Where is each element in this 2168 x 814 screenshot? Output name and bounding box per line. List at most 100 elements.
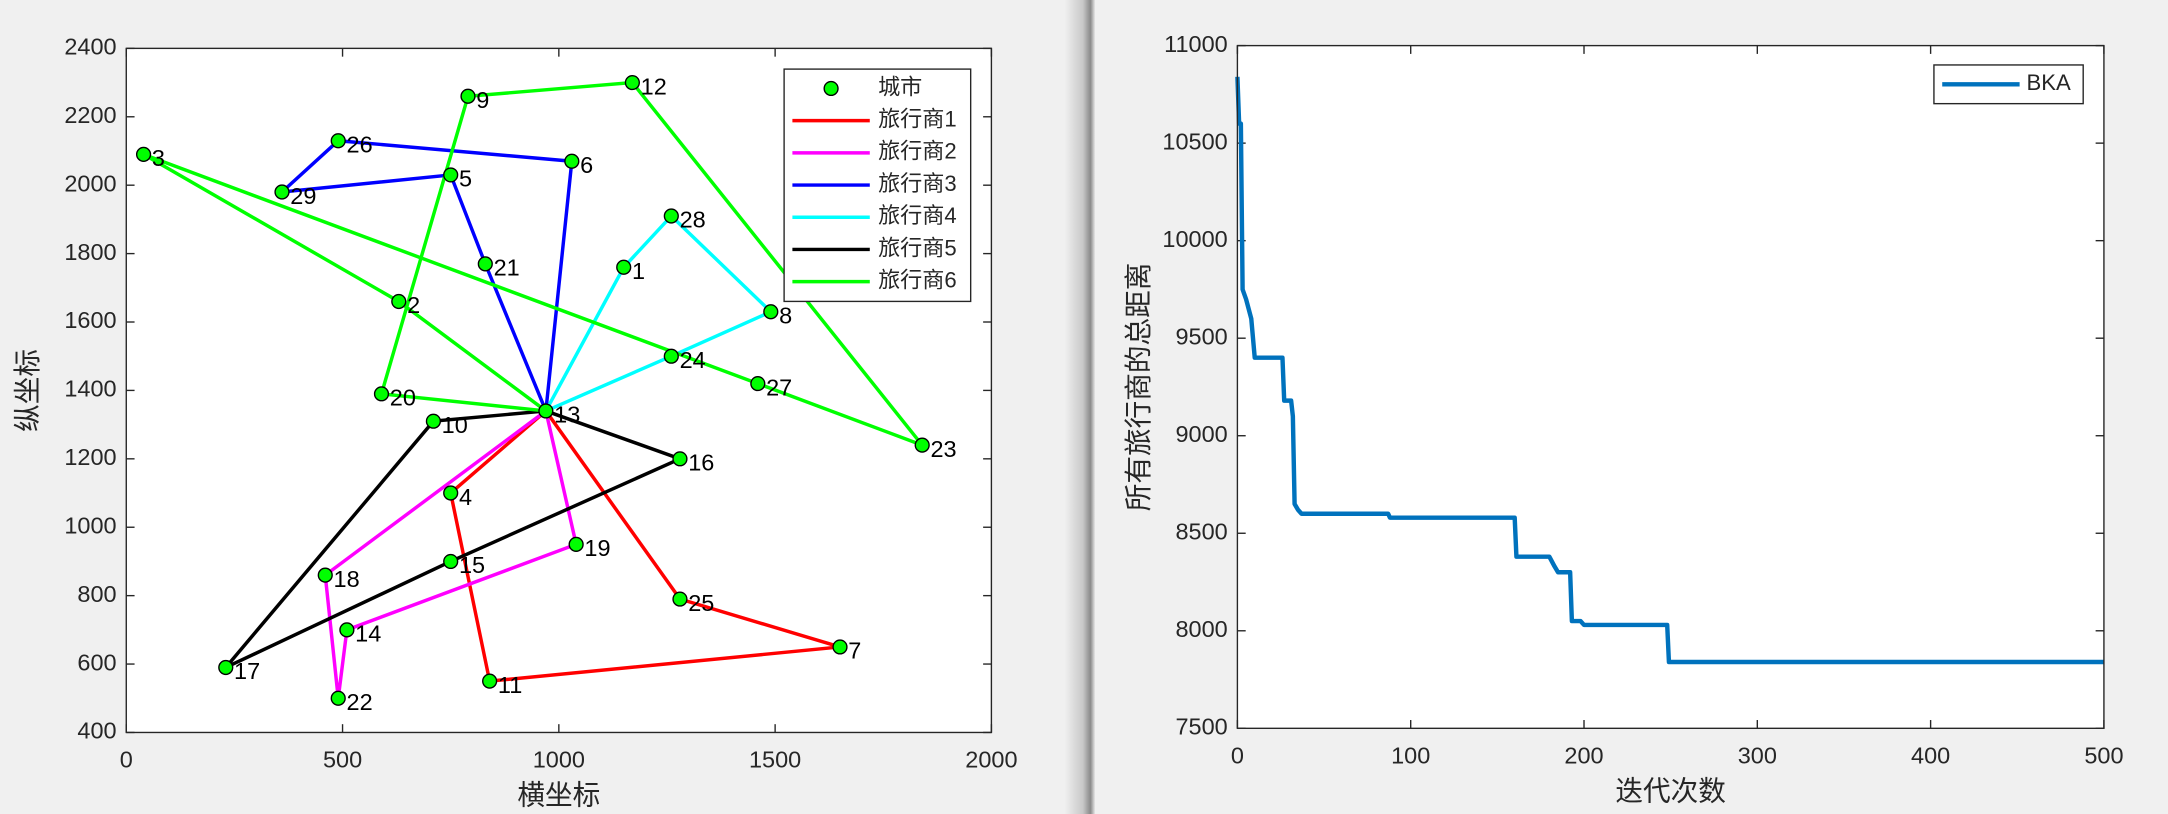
city-label: 17 xyxy=(234,658,260,684)
legend-label: 旅行商5 xyxy=(878,235,957,260)
city-label: 23 xyxy=(930,436,956,462)
city-label: 7 xyxy=(848,638,861,664)
y-tick-label: 1800 xyxy=(64,239,116,265)
city-marker xyxy=(135,146,152,163)
y-tick-label: 10000 xyxy=(1162,226,1227,252)
city-marker xyxy=(391,293,407,310)
city-marker xyxy=(564,153,580,169)
city-marker xyxy=(330,690,346,706)
city-marker xyxy=(274,184,290,200)
city-label: 9 xyxy=(476,87,489,113)
legend-label: 旅行商3 xyxy=(878,171,957,196)
city-marker xyxy=(763,304,779,320)
city-marker xyxy=(672,451,688,467)
city-label: 4 xyxy=(459,484,472,510)
city-marker xyxy=(624,74,640,91)
y-tick-label: 7500 xyxy=(1175,714,1227,740)
legend-label: 旅行商1 xyxy=(878,106,957,131)
city-marker xyxy=(218,659,234,676)
y-tick-label: 1600 xyxy=(64,307,116,333)
city-marker xyxy=(477,256,493,272)
city-marker xyxy=(672,591,688,607)
y-tick-label: 11000 xyxy=(1164,31,1228,57)
y-tick-label: 2400 xyxy=(64,34,116,60)
city-label: 29 xyxy=(290,183,316,209)
city-label: 10 xyxy=(442,412,468,438)
y-tick-label: 8000 xyxy=(1175,616,1227,642)
y-tick-label: 1400 xyxy=(64,376,116,402)
city-marker xyxy=(750,375,766,392)
y-tick-label: 1200 xyxy=(64,444,116,470)
route-line xyxy=(323,409,579,699)
city-marker xyxy=(616,259,632,275)
legend-marker xyxy=(823,80,839,97)
panel-separator xyxy=(1064,0,1096,814)
legend-label: 旅行商2 xyxy=(878,139,957,164)
y-tick-label: 800 xyxy=(77,581,116,607)
x-axis-label: 迭代次数 xyxy=(1615,776,1726,807)
city-label: 1 xyxy=(632,258,645,284)
city-label: 5 xyxy=(459,166,472,192)
city-label: 11 xyxy=(498,672,522,698)
x-tick-label: 0 xyxy=(120,747,133,773)
x-tick-label: 300 xyxy=(1738,743,1777,769)
city-marker xyxy=(482,673,498,689)
y-axis-label: 所有旅行商的总距离 xyxy=(1123,263,1154,512)
city-marker xyxy=(460,88,476,104)
axes-box xyxy=(1236,44,2105,730)
city-label: 20 xyxy=(390,385,416,411)
city-marker xyxy=(317,567,333,583)
city-marker xyxy=(443,485,459,501)
x-tick-label: 1000 xyxy=(533,747,585,773)
y-tick-label: 9000 xyxy=(1175,421,1227,447)
axes-box xyxy=(125,47,993,734)
y-tick-label: 10500 xyxy=(1162,128,1227,154)
legend-label: 旅行商6 xyxy=(878,267,957,292)
y-tick-label: 2000 xyxy=(64,170,116,196)
city-label: 21 xyxy=(494,255,520,281)
city-label: 25 xyxy=(688,590,714,616)
x-tick-label: 0 xyxy=(1231,743,1244,769)
x-tick-label: 1500 xyxy=(749,747,801,773)
legend-label: BKA xyxy=(2027,70,2071,95)
city-label: 26 xyxy=(347,131,373,157)
x-tick-label: 500 xyxy=(2084,743,2123,769)
city-label: 6 xyxy=(580,152,593,178)
city-marker xyxy=(538,403,554,419)
city-label: 18 xyxy=(334,566,360,592)
city-label: 14 xyxy=(355,621,381,647)
city-label: 3 xyxy=(152,145,165,171)
city-label: 16 xyxy=(688,450,714,476)
city-label: 8 xyxy=(779,302,792,328)
city-label: 2 xyxy=(407,292,420,318)
city-marker xyxy=(330,133,346,149)
city-label: 15 xyxy=(459,552,485,578)
legend-label: 旅行商4 xyxy=(878,203,957,228)
city-marker xyxy=(373,386,390,402)
city-marker xyxy=(663,348,679,364)
x-axis-label: 横坐标 xyxy=(517,780,600,811)
city-marker xyxy=(443,553,459,570)
city-label: 12 xyxy=(641,73,667,99)
y-tick-label: 400 xyxy=(77,718,116,744)
legend-label: 城市 xyxy=(878,74,922,99)
city-marker xyxy=(914,437,930,453)
city-marker xyxy=(443,167,459,183)
x-tick-label: 100 xyxy=(1391,743,1430,769)
route-line xyxy=(224,409,685,670)
plot-area xyxy=(1237,45,2104,729)
y-axis-label: 纵坐标 xyxy=(12,349,43,432)
city-label: 28 xyxy=(680,207,706,233)
x-tick-label: 400 xyxy=(1911,743,1950,769)
city-marker xyxy=(425,413,441,429)
route-line xyxy=(544,213,774,413)
city-label: 24 xyxy=(680,347,706,373)
y-tick-label: 8500 xyxy=(1175,518,1227,544)
x-tick-label: 200 xyxy=(1564,743,1603,769)
city-label: 27 xyxy=(766,374,792,400)
y-tick-label: 9500 xyxy=(1175,323,1227,349)
city-marker xyxy=(339,622,355,638)
y-tick-label: 2200 xyxy=(64,102,116,128)
x-tick-label: 2000 xyxy=(965,747,1017,773)
